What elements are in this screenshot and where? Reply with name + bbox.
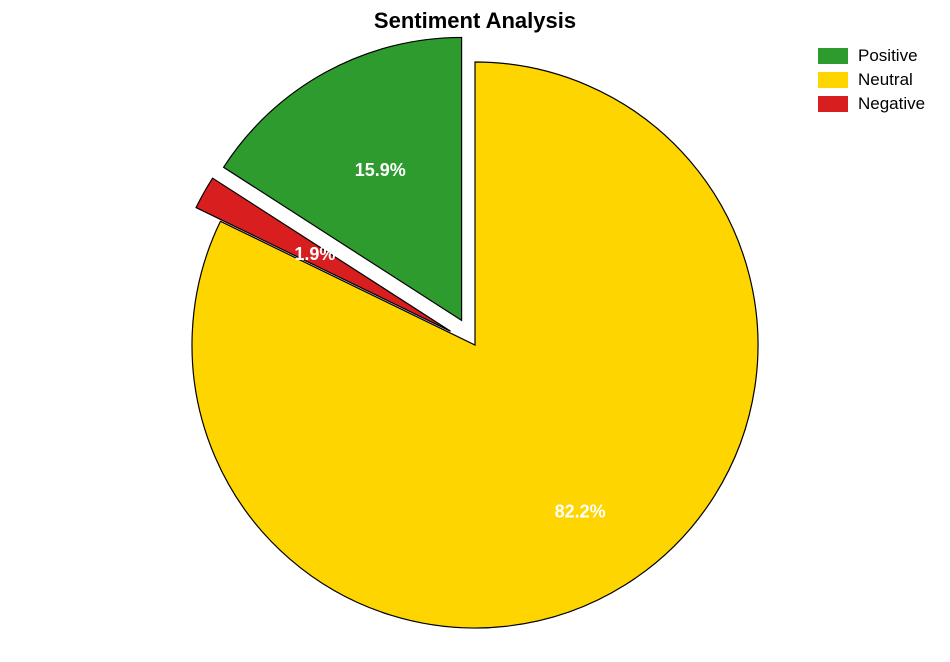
- legend-item-negative: Negative: [818, 94, 925, 114]
- legend-swatch: [818, 48, 848, 64]
- slice-label-negative: 1.9%: [294, 244, 335, 264]
- legend-label: Neutral: [858, 70, 913, 90]
- legend-label: Positive: [858, 46, 918, 66]
- pie-chart-svg: 82.2% 1.9% 15.9%: [0, 0, 950, 662]
- legend-swatch: [818, 72, 848, 88]
- legend: Positive Neutral Negative: [818, 46, 925, 118]
- slice-label-neutral: 82.2%: [555, 502, 606, 522]
- legend-swatch: [818, 96, 848, 112]
- legend-label: Negative: [858, 94, 925, 114]
- legend-item-positive: Positive: [818, 46, 925, 66]
- legend-item-neutral: Neutral: [818, 70, 925, 90]
- pie-chart-container: Sentiment Analysis 82.2%1.9%15.9% Positi…: [0, 0, 950, 662]
- slice-label-positive: 15.9%: [355, 160, 406, 180]
